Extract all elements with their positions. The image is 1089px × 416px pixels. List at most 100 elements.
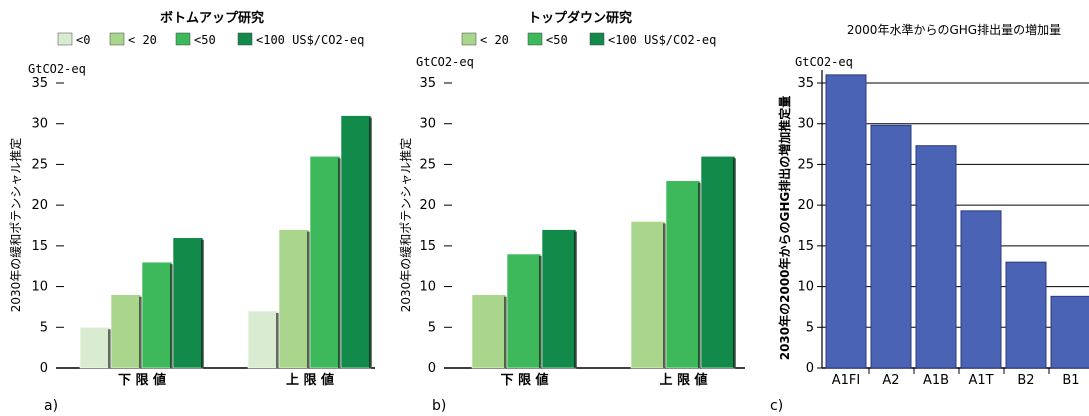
panel-a-ytick-label: 30	[31, 117, 48, 132]
panel-b-ytick-label: 20	[419, 198, 436, 213]
panel-a-bar-shadow	[276, 313, 279, 368]
panel-c-label: c)	[770, 398, 783, 414]
panel-b-ytick-label: 0	[428, 361, 436, 376]
panel-a-legend-label: <0	[76, 33, 90, 47]
panel-c-title: 2000年水準からのGHG排出量の増加量	[847, 22, 1061, 37]
panel-b-legend-label: < 20	[480, 33, 509, 47]
panel-a-title: ボトムアップ研究	[160, 10, 264, 26]
panel-a-bar-0-1	[247, 310, 279, 369]
panel-b-bar-shadow	[698, 182, 701, 368]
panel-a-bar-shadow	[201, 239, 204, 368]
panel-a-ytick-label: 25	[31, 157, 48, 172]
panel-b-category-label: 上 限 値	[659, 372, 707, 388]
panel-b-legend: < 20 <50 <100 US$/CO2-eq	[461, 32, 716, 47]
panel-c-ytick-label: 35	[797, 76, 814, 91]
panel-a-bar-100-us-co2-eq-1	[340, 115, 372, 369]
panel-c-ytick-label: 0	[806, 361, 814, 376]
panel-a-unit: GtCO2-eq	[28, 62, 86, 76]
panel-a-bar-100-us-co2-eq-0	[172, 237, 204, 369]
panel-a-ytick-label: 10	[31, 280, 48, 295]
panel-a-bar-shadow	[307, 231, 310, 368]
panel-a-legend-label: < 20	[128, 33, 157, 47]
panel-b-ytick-label: 15	[419, 239, 436, 254]
panel-c-category-label: A2	[882, 373, 899, 388]
panel-b-label: b)	[432, 398, 446, 414]
panel-b-bar-shadow	[539, 256, 542, 368]
panel-b-title: トップダウン研究	[528, 10, 632, 26]
panel-c-ytick-label: 20	[797, 198, 814, 213]
panel-a-legend-swatch-100-us-co2-eq	[237, 32, 253, 46]
panel-b-bar-shadow	[733, 158, 736, 368]
panel-b-unit: GtCO2-eq	[416, 55, 474, 69]
panel-b-ytick-label: 25	[419, 157, 436, 172]
panel-a-bar-50-1	[309, 155, 341, 369]
panel-c-bar-a1fi	[825, 74, 867, 369]
panel-c-category-label: B2	[1017, 373, 1034, 388]
panel-b-legend-label: <100 US$/CO2-eq	[608, 33, 716, 47]
panel-b-legend-swatch-20	[461, 32, 477, 46]
panel-c-ytick-label: 30	[797, 117, 814, 132]
panel-a-category-label: 下 限 値	[118, 372, 166, 388]
panel-b-plot: 0 5 10 15 20 25 30 35 下 限 値 上 限 値	[419, 76, 745, 388]
panel-b-ytick-label: 10	[419, 280, 436, 295]
panel-b-bar-50-0	[506, 253, 542, 369]
panel-b-bar-100-us-co2-eq-0	[541, 229, 577, 369]
panel-c-bar-a1t	[960, 210, 1002, 369]
panel-a-legend-label: <50	[194, 33, 216, 47]
panel-c-unit: GtCO2-eq	[795, 55, 853, 69]
panel-a-ytick-label: 0	[40, 361, 48, 376]
panel-c-bar-b1	[1050, 295, 1089, 369]
panel-b: トップダウン研究 < 20 <50 <100 US$/CO2-eq GtCO2-eq…	[398, 10, 745, 414]
panel-a-ytick-label: 5	[40, 320, 48, 335]
panel-b-legend-swatch-100-us-co2-eq	[589, 32, 605, 46]
panel-a-ytick-label: 15	[31, 239, 48, 254]
panel-b-bar-shadow	[663, 223, 666, 368]
panel-a-label: a)	[44, 398, 58, 414]
panel-a-bar-20-1	[278, 229, 310, 369]
panel-a-ytick-label: 35	[31, 76, 48, 91]
panel-c-category-label: A1B	[923, 373, 949, 388]
panel-b-bar-100-us-co2-eq-1	[700, 155, 736, 369]
panel-a-bar-20-0	[110, 294, 142, 369]
panel-a-legend-label: <100 US$/CO2-eq	[256, 33, 364, 47]
panel-a-ylabel: 2030年の緩和ポテンシャル推定	[8, 138, 23, 313]
panel-b-ytick-label: 5	[428, 320, 436, 335]
panel-c-ytick-label: 5	[806, 320, 814, 335]
panel-c-bar-a1b	[915, 145, 957, 369]
panel-c-ytick-label: 25	[797, 157, 814, 172]
panel-a-category-label: 上 限 値	[286, 372, 334, 388]
panel-a: ボトムアップ研究 <0 < 20 <50 <100 US$/CO2-eq GtCO2-…	[8, 10, 375, 414]
panel-b-bar-20-0	[471, 294, 507, 369]
panel-a-bar-shadow	[338, 158, 341, 368]
panel-c-ytick-label: 15	[797, 239, 814, 254]
panel-c-category-label: A1T	[968, 373, 993, 388]
panel-b-category-label: 下 限 値	[500, 372, 548, 388]
panel-a-bar-shadow	[108, 329, 111, 368]
panel-c-category-label: B1	[1062, 373, 1079, 388]
panel-c-category-label: A1FI	[832, 373, 860, 388]
panel-a-bar-shadow	[170, 264, 173, 368]
panel-b-bar-shadow	[504, 296, 507, 368]
panel-c-plot: 0 5 10 15 20 25 30 35 A1FI A2 A1B A1T B2 B1	[797, 70, 1089, 388]
panel-a-bar-0-0	[79, 326, 111, 369]
panel-a-ytick-label: 20	[31, 198, 48, 213]
panel-b-bar-50-1	[665, 180, 701, 369]
panel-a-bar-shadow	[139, 296, 142, 368]
panel-a-legend: <0 < 20 <50 <100 US$/CO2-eq	[57, 32, 364, 47]
panel-a-bar-shadow	[369, 117, 372, 368]
panel-a-bar-50-0	[141, 261, 173, 369]
panel-b-ytick-label: 35	[419, 76, 436, 91]
panel-b-ytick-label: 30	[419, 117, 436, 132]
panel-a-legend-swatch-50	[175, 32, 191, 46]
panel-c-bar-a2	[870, 124, 912, 369]
panel-b-bar-20-1	[630, 221, 666, 369]
panel-a-plot: 0 5 10 15 20 25 30 35 下 限 値 上 限 値	[31, 76, 375, 388]
panel-b-legend-swatch-50	[527, 32, 543, 46]
panel-b-legend-label: <50	[546, 33, 568, 47]
panel-c-bar-b2	[1005, 261, 1047, 369]
panel-c-ylabel: 2030年の2000年からのGHG排出の増加推定量	[777, 96, 792, 361]
panel-c: 2000年水準からのGHG排出量の増加量 GtCO2-eq 2030年の2000…	[770, 22, 1089, 414]
panel-b-bar-shadow	[574, 231, 577, 368]
panel-c-ytick-label: 10	[797, 280, 814, 295]
